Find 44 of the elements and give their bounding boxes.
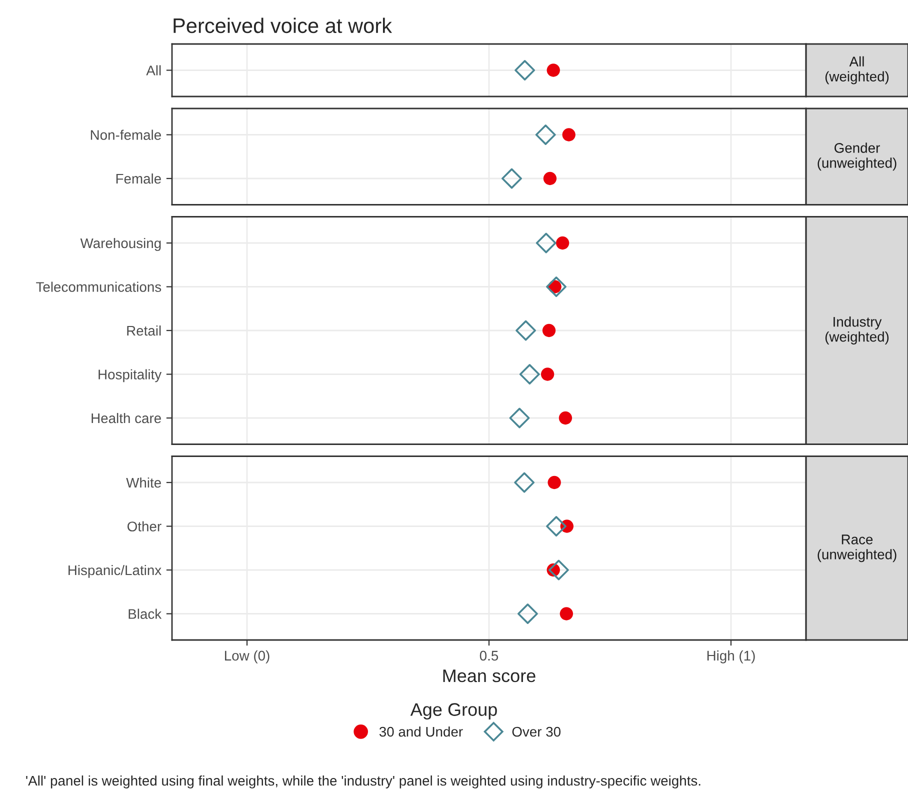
x-tick-label: Low (0) [225,650,270,664]
y-tick-label: Female [116,173,161,184]
point [560,607,574,620]
y-tick-label: Hispanic/Latinx [68,564,162,578]
y-tick-label: Other [128,521,162,532]
x-tick-label: High (1) [707,650,755,664]
y-tick-label: Telecommunications [36,282,162,292]
point [562,128,576,142]
point [509,408,530,428]
point [535,124,556,145]
point [517,604,538,624]
point [546,276,566,297]
y-tick-label: Non-female [90,130,161,140]
text: 'All' panel is weighted using final weights, while the 'industry' panel is weighted using industry-specific weights. [26,775,700,788]
y-tick-label: Retail [127,325,161,336]
y-tick-label: Health care [92,412,161,424]
point [502,168,522,189]
x-axis-title: Mean score [443,670,536,682]
point [548,560,569,580]
chart-title: Perceived voice at work [174,18,392,34]
legend-label: 30 and Under [379,726,463,737]
y-tick-label: Warehousing [80,238,161,251]
point [546,516,566,536]
point [540,368,554,381]
y-tick-label: All [146,65,161,76]
point [514,472,535,493]
y-tick-label: Hospitality [98,369,162,382]
legend-title: Age Group [410,703,497,720]
text: Gender (unweighted) [818,142,896,171]
point [548,476,561,490]
text: All (weighted) [825,56,889,84]
text: Race (unweighted) [818,534,896,562]
point [516,320,536,341]
text: Industry (weighted) [825,316,889,344]
point [542,324,556,338]
point [558,411,572,425]
point [519,364,540,384]
legend-label: Over 30 [512,726,561,737]
point [543,172,557,186]
x-tick-label: 0.5 [480,650,498,661]
y-tick-label: Black [128,608,162,619]
point [556,236,570,250]
point [536,232,556,254]
y-tick-label: White [126,477,161,488]
